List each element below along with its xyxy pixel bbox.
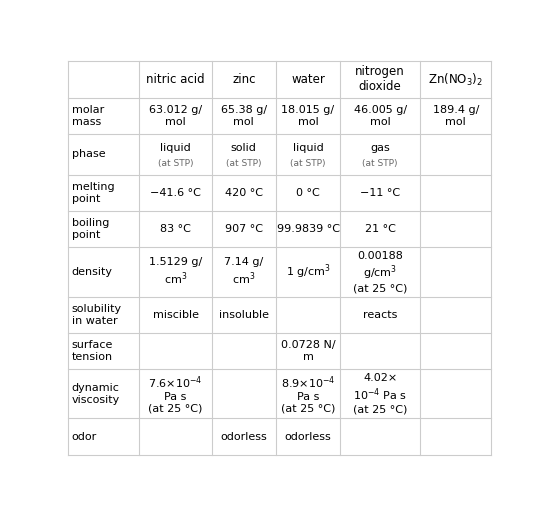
Text: odorless: odorless [284, 432, 331, 442]
Text: 189.4 g/
mol: 189.4 g/ mol [432, 105, 479, 127]
Text: water: water [291, 73, 325, 86]
Text: 7.6×10$^{-4}$
Pa s
(at 25 °C): 7.6×10$^{-4}$ Pa s (at 25 °C) [149, 374, 203, 414]
Text: liquid: liquid [160, 143, 191, 153]
Text: 0 °C: 0 °C [296, 188, 320, 198]
Text: insoluble: insoluble [219, 310, 269, 320]
Text: phase: phase [72, 149, 105, 159]
Text: miscible: miscible [152, 310, 199, 320]
Text: odorless: odorless [221, 432, 267, 442]
Text: reacts: reacts [363, 310, 397, 320]
Text: gas: gas [370, 143, 390, 153]
Text: (at STP): (at STP) [363, 159, 398, 168]
Text: dynamic
viscosity: dynamic viscosity [72, 383, 120, 405]
Text: 420 °C: 420 °C [225, 188, 263, 198]
Text: boiling
point: boiling point [72, 218, 109, 240]
Text: 1.5129 g/
cm$^3$: 1.5129 g/ cm$^3$ [149, 258, 202, 287]
Text: solid: solid [231, 143, 257, 153]
Text: molar
mass: molar mass [72, 105, 104, 127]
Text: melting
point: melting point [72, 182, 114, 203]
Text: 0.0728 N/
m: 0.0728 N/ m [281, 340, 335, 362]
Text: 65.38 g/
mol: 65.38 g/ mol [221, 105, 267, 127]
Text: surface
tension: surface tension [72, 340, 113, 362]
Text: 99.9839 °C: 99.9839 °C [276, 224, 340, 234]
Text: nitrogen
dioxide: nitrogen dioxide [355, 65, 405, 94]
Text: (at STP): (at STP) [158, 159, 193, 168]
Text: density: density [72, 267, 112, 277]
Text: Zn(NO$_3$)$_2$: Zn(NO$_3$)$_2$ [429, 72, 483, 87]
Text: zinc: zinc [232, 73, 256, 86]
Text: 907 °C: 907 °C [225, 224, 263, 234]
Text: −41.6 °C: −41.6 °C [150, 188, 201, 198]
Text: odor: odor [72, 432, 97, 442]
Text: 46.005 g/
mol: 46.005 g/ mol [354, 105, 407, 127]
Text: (at STP): (at STP) [226, 159, 262, 168]
Text: nitric acid: nitric acid [146, 73, 205, 86]
Text: 18.015 g/
mol: 18.015 g/ mol [281, 105, 335, 127]
Text: 8.9×10$^{-4}$
Pa s
(at 25 °C): 8.9×10$^{-4}$ Pa s (at 25 °C) [281, 374, 335, 414]
Text: 0.00188
g/cm$^3$
(at 25 °C): 0.00188 g/cm$^3$ (at 25 °C) [353, 250, 407, 293]
Text: liquid: liquid [293, 143, 323, 153]
Text: 83 °C: 83 °C [160, 224, 191, 234]
Text: 21 °C: 21 °C [365, 224, 396, 234]
Text: 7.14 g/
cm$^3$: 7.14 g/ cm$^3$ [224, 258, 264, 287]
Text: 63.012 g/
mol: 63.012 g/ mol [149, 105, 202, 127]
Text: (at STP): (at STP) [290, 159, 326, 168]
Text: 1 g/cm$^3$: 1 g/cm$^3$ [286, 263, 330, 281]
Text: 4.02×
10$^{-4}$ Pa s
(at 25 °C): 4.02× 10$^{-4}$ Pa s (at 25 °C) [353, 374, 407, 414]
Text: −11 °C: −11 °C [360, 188, 400, 198]
Text: solubility
in water: solubility in water [72, 304, 122, 326]
